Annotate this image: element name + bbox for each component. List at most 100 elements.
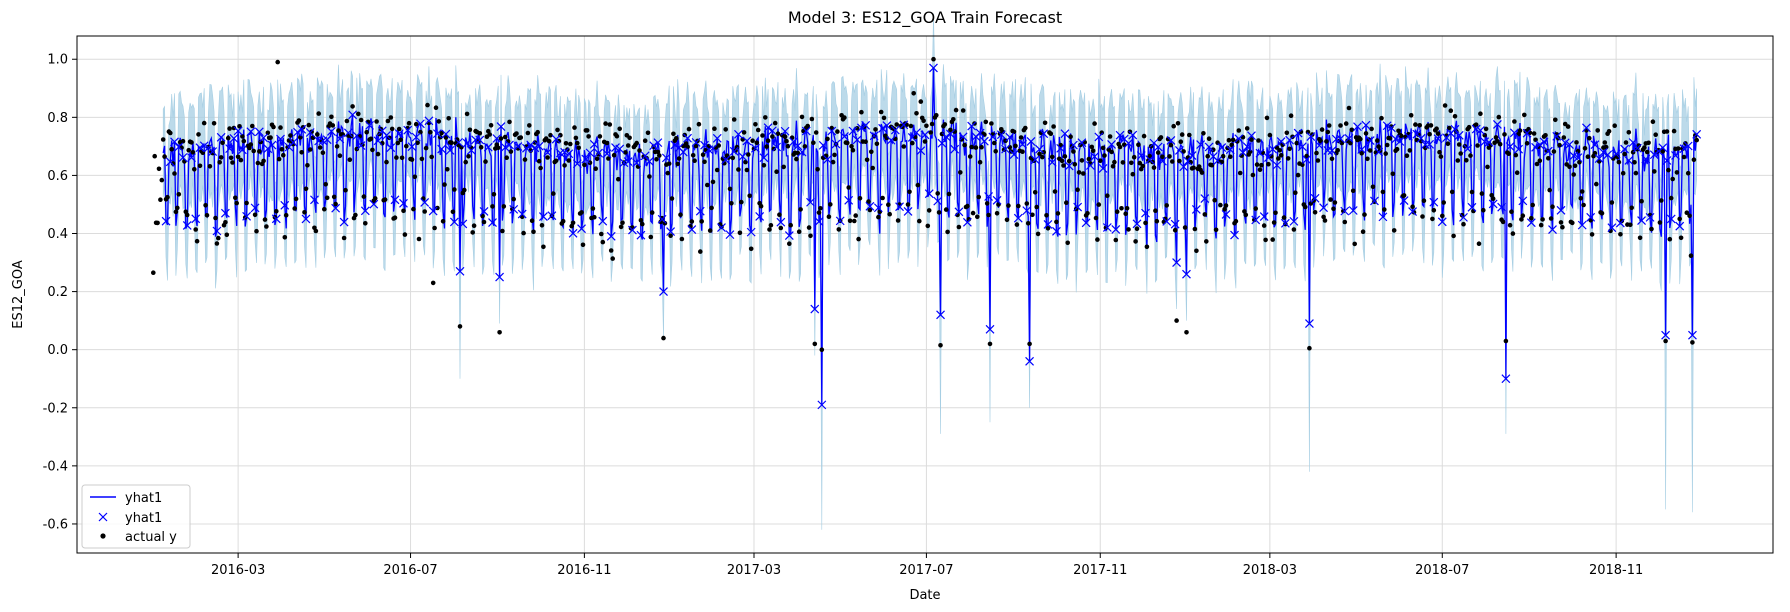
- actual-y-point: [973, 145, 979, 150]
- x-stroke: [356, 141, 366, 151]
- yhat1-x-marker: [1357, 145, 1367, 154]
- yhat1-x-marker: [1611, 149, 1621, 159]
- actual-y-point: [1225, 145, 1230, 151]
- x-stroke: [441, 129, 451, 139]
- actual-y-point: [1051, 124, 1056, 129]
- yhat1-x-marker: [271, 214, 281, 224]
- x-stroke: [1085, 161, 1095, 170]
- actual-y-point: [586, 134, 591, 139]
- actual-y-point: [1263, 237, 1268, 243]
- actual-y-point: [446, 116, 452, 121]
- x-stroke: [831, 139, 841, 149]
- yhat1-x-marker: [1162, 216, 1172, 226]
- actual-y-point: [1557, 142, 1562, 148]
- x-stroke: [560, 147, 570, 157]
- x-stroke: [1637, 216, 1646, 225]
- x-stroke: [161, 216, 171, 226]
- yhat1-x-marker: [678, 147, 688, 157]
- yhat1-x-marker: [165, 157, 175, 167]
- actual-y-point: [768, 223, 774, 228]
- x-stroke: [1543, 146, 1553, 156]
- yhat1-x-marker: [869, 131, 879, 141]
- actual-y-point: [1044, 213, 1049, 218]
- x-stroke: [1531, 142, 1540, 152]
- actual-y-point: [874, 141, 880, 147]
- yhat1-x-marker: [455, 266, 465, 276]
- actual-y-point: [1228, 154, 1233, 159]
- actual-y-point: [915, 182, 921, 188]
- yhat1-x-marker: [1666, 214, 1676, 224]
- actual-y-point: [1235, 139, 1240, 144]
- actual-y-point: [1639, 198, 1644, 204]
- actual-y-point: [502, 134, 508, 140]
- actual-y-point: [305, 163, 310, 168]
- actual-y-point: [1314, 150, 1319, 156]
- actual-y-point: [747, 193, 752, 199]
- actual-y-point: [1027, 341, 1032, 347]
- y-axis-label: ES12_GOA: [11, 260, 26, 329]
- actual-y-point: [847, 218, 853, 224]
- yhat1-x-marker: [488, 218, 497, 228]
- x-stroke: [814, 217, 824, 227]
- actual-y-point: [1365, 156, 1370, 162]
- actual-y-point: [356, 111, 361, 117]
- actual-y-point: [275, 59, 281, 65]
- x-stroke: [1522, 128, 1532, 138]
- yhat1-x-marker: [1548, 225, 1557, 235]
- actual-y-point: [678, 212, 683, 217]
- actual-y-point: [1167, 154, 1172, 159]
- actual-y-point: [1690, 340, 1695, 345]
- actual-y-point: [276, 156, 282, 162]
- actual-y-point: [1277, 148, 1282, 153]
- yhat1-x-marker: [636, 230, 646, 240]
- x-stroke: [611, 143, 620, 152]
- actual-y-point: [399, 155, 405, 161]
- x-stroke: [1115, 130, 1125, 140]
- actual-y-point: [375, 151, 381, 157]
- actual-y-point: [1174, 318, 1179, 323]
- actual-y-point: [951, 117, 956, 122]
- x-stroke: [1395, 137, 1405, 146]
- actual-y-point: [238, 157, 244, 163]
- y-tick-label: 1.0: [47, 53, 68, 68]
- actual-y-point: [1202, 212, 1208, 217]
- x-stroke: [1306, 132, 1316, 142]
- actual-y-point: [856, 236, 861, 242]
- actual-y-point: [1495, 139, 1500, 144]
- x-stroke: [394, 129, 404, 139]
- actual-y-point: [736, 167, 741, 172]
- actual-y-point: [364, 129, 370, 135]
- interval-band: [162, 13, 1697, 530]
- actual-y-point: [402, 232, 408, 237]
- actual-y-point: [392, 215, 398, 220]
- actual-y-point: [330, 123, 336, 128]
- actual-y-point: [1543, 133, 1548, 138]
- x-stroke: [886, 135, 896, 145]
- x-stroke: [322, 135, 332, 145]
- yhat1-x-marker: [437, 144, 447, 154]
- x-stroke: [403, 125, 413, 135]
- actual-y-point: [428, 129, 433, 135]
- actual-y-point: [1055, 211, 1061, 216]
- actual-y-point: [876, 214, 881, 220]
- yhat1-x-marker: [343, 128, 353, 138]
- yhat1-x-marker: [1018, 139, 1027, 149]
- actual-y-point: [1359, 151, 1364, 156]
- actual-y-point: [1117, 144, 1123, 150]
- yhat1-x-marker: [428, 206, 438, 216]
- actual-y-point: [842, 115, 847, 120]
- actual-y-point: [1209, 162, 1215, 168]
- actual-y-point: [1612, 123, 1617, 128]
- actual-y-point: [566, 158, 572, 163]
- actual-y-point: [765, 138, 771, 143]
- x-stroke: [1480, 137, 1490, 147]
- x-stroke: [1628, 138, 1638, 147]
- actual-y-point: [225, 135, 231, 141]
- actual-y-point: [946, 191, 952, 197]
- yhat1-x-marker: [1344, 134, 1354, 143]
- x-stroke: [454, 137, 464, 147]
- actual-y-point: [1285, 156, 1291, 161]
- actual-y-point: [1585, 154, 1591, 159]
- yhat1-x-marker: [267, 140, 277, 150]
- yhat1-x-marker: [1022, 206, 1032, 216]
